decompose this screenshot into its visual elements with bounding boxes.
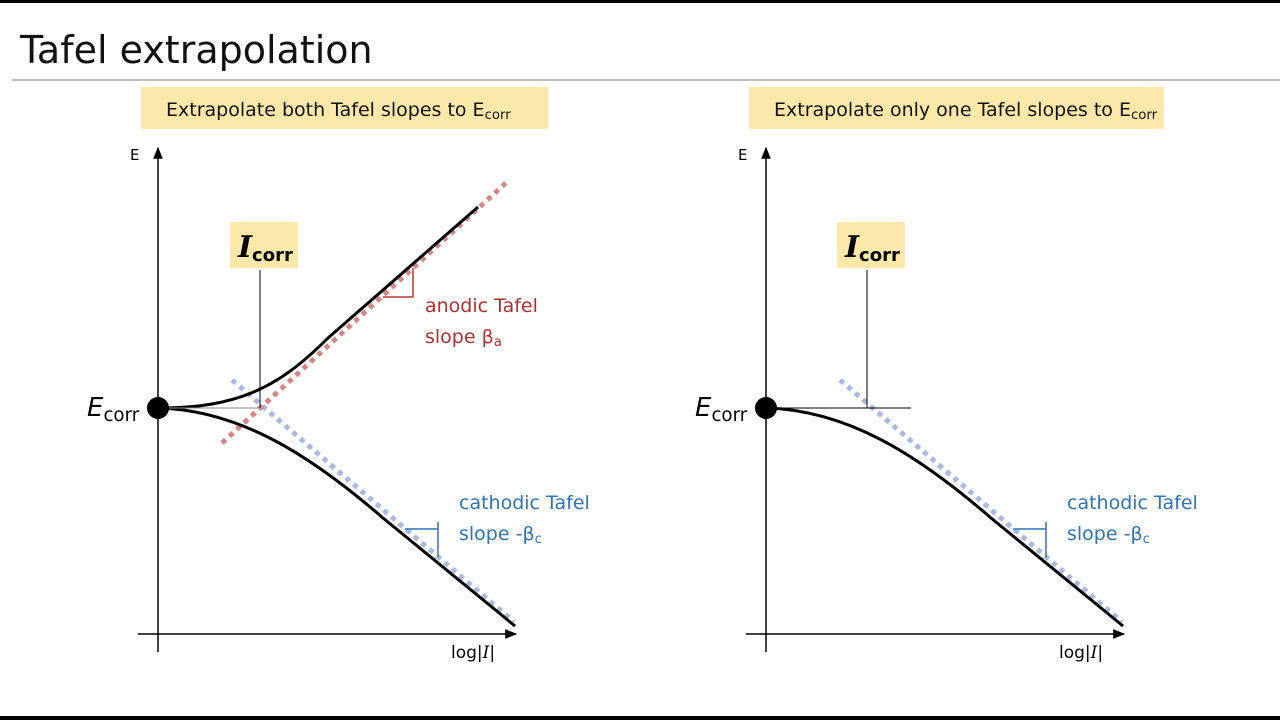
slide-title: Tafel extrapolation [19,28,373,72]
icorr-label: Icorr [844,230,900,266]
ecorr-label: Ecorr [87,393,140,426]
anodic-label: anodic Tafel [425,295,538,317]
banner-text-part: corr [485,108,512,123]
icorr-label-part: corr [859,245,900,266]
top-bar [0,0,1280,3]
ecorr-point [147,397,169,419]
banner-box [141,87,548,129]
icorr-label: Icorr [237,230,293,266]
banner-text-part: Extrapolate only one Tafel slopes to E [774,99,1131,121]
icorr-box [837,222,905,268]
icorr-label-part: corr [252,245,293,266]
banner-text: Extrapolate both Tafel slopes to Ecorr [166,99,511,123]
cathodic-label: cathodic Tafel [1067,492,1198,514]
anodic-label-part: anodic Tafel [425,295,538,317]
ecorr-point [755,397,777,419]
y-axis-label: E [738,146,747,164]
cathodic-label-part: slope -β [1067,523,1143,545]
anodic-extrapolation [220,179,510,445]
cathodic-curve [157,406,516,628]
banner-text-part: Extrapolate both Tafel slopes to E [166,99,485,121]
cathodic-extrapolation [838,378,1124,624]
ecorr-label: Ecorr [695,393,748,426]
cathodic-label-part: c [1143,532,1150,547]
cathodic-slope-triangle [1013,522,1047,557]
cathodic-label-part: cathodic Tafel [459,492,590,514]
x-axis-label-part: | [489,643,495,663]
cathodic-label: slope -βc [459,523,542,547]
x-axis-label: log|I| [451,643,495,663]
ecorr-label-part: corr [711,405,747,426]
anodic-label-part: a [494,335,502,350]
ecorr-label-part: corr [103,405,139,426]
x-axis-label: log|I| [1059,643,1103,663]
x-axis-label-part: log| [1059,643,1091,663]
banner-text: Extrapolate only one Tafel slopes to Eco… [774,99,1158,123]
cathodic-label: cathodic Tafel [459,492,590,514]
cathodic-label-part: cathodic Tafel [1067,492,1198,514]
ecorr-label-part: E [695,393,712,423]
x-axis-label-part: log| [451,643,483,663]
bottom-bar [0,716,1280,720]
cathodic-label-part: slope -β [459,523,535,545]
cathodic-label: slope -βc [1067,523,1150,547]
x-axis-label-part: I [482,643,490,663]
anodic-label-part: slope β [425,326,494,348]
x-axis-label-part: | [1097,643,1103,663]
icorr-label-part: I [237,230,253,265]
anodic-slope-triangle [383,268,414,298]
ecorr-label-part: E [87,393,104,423]
banner-text-part: corr [1131,108,1158,123]
cathodic-extrapolation [230,378,516,624]
cathodic-label-part: c [535,532,542,547]
cathodic-curve [765,406,1124,628]
x-axis-label-part: I [1090,643,1098,663]
anodic-label: slope βa [425,326,502,350]
icorr-label-part: I [844,230,860,265]
y-axis-label: E [130,146,139,164]
cathodic-slope-triangle [405,522,439,557]
banner-box [749,87,1164,129]
icorr-box [230,222,298,268]
